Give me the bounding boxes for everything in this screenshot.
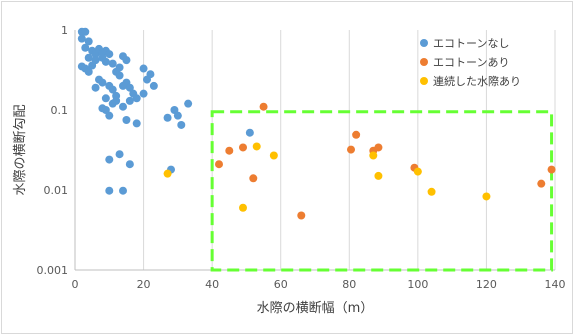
data-point	[98, 78, 107, 87]
y-tick-label: 0.001	[37, 264, 69, 277]
data-point	[115, 150, 124, 159]
data-point	[374, 143, 383, 152]
x-tick-label: 0	[72, 278, 79, 291]
data-point	[125, 160, 134, 169]
x-tick-label: 100	[407, 278, 428, 291]
data-point	[105, 111, 114, 120]
data-point	[101, 94, 110, 103]
data-point	[297, 211, 306, 220]
legend-marker	[420, 39, 428, 47]
data-point	[115, 63, 124, 72]
x-tick-label: 80	[342, 278, 356, 291]
data-point	[108, 59, 117, 68]
data-point	[239, 203, 247, 212]
data-point	[101, 57, 110, 66]
data-point	[269, 151, 278, 160]
data-point	[249, 174, 258, 183]
x-tick-label: 60	[274, 278, 288, 291]
data-point	[245, 128, 254, 137]
data-point	[177, 120, 186, 129]
data-point	[215, 160, 223, 169]
data-point	[537, 179, 546, 188]
data-point	[84, 53, 93, 62]
tick-labels: 0 20 40 60 80 100 120 140 0.001 0.01 0.1 1	[37, 24, 566, 291]
data-point	[84, 67, 93, 76]
x-axis-label: 水際の横断幅（m）	[257, 301, 374, 316]
data-point	[252, 142, 261, 151]
data-point	[239, 143, 247, 152]
data-point	[482, 192, 491, 201]
data-point	[427, 187, 436, 196]
data-point	[139, 89, 148, 98]
data-point	[77, 34, 86, 43]
data-point	[163, 113, 172, 122]
data-points	[77, 27, 556, 220]
data-point	[119, 102, 127, 111]
highlight-box	[210, 110, 554, 272]
data-point	[149, 81, 158, 90]
data-point	[91, 83, 100, 92]
data-point	[112, 96, 121, 105]
data-point	[173, 111, 182, 120]
y-tick-label: 0.01	[44, 184, 69, 197]
data-point	[184, 99, 193, 108]
data-point	[132, 94, 141, 103]
data-point	[122, 56, 131, 65]
x-tick-label: 140	[545, 278, 566, 291]
data-point	[115, 71, 124, 80]
data-point	[225, 146, 234, 155]
data-point	[139, 64, 148, 73]
data-point	[84, 37, 93, 46]
x-tick-label: 120	[476, 278, 497, 291]
data-point	[125, 83, 134, 92]
x-tick-label: 20	[137, 278, 151, 291]
data-point	[81, 43, 90, 52]
y-axis-label: 水際の横断勾配	[13, 104, 28, 195]
x-tick-label: 40	[205, 278, 219, 291]
data-point	[413, 167, 422, 176]
data-point	[81, 27, 90, 36]
data-point	[352, 130, 361, 139]
legend-label: エコトーンあり	[433, 56, 509, 69]
data-point	[146, 70, 155, 79]
data-point	[88, 61, 97, 70]
data-point	[119, 186, 127, 195]
y-tick-label: 1	[61, 24, 68, 37]
data-point	[105, 50, 114, 59]
data-point	[105, 186, 114, 195]
data-point	[108, 85, 117, 94]
data-point	[369, 151, 378, 160]
data-point	[547, 165, 556, 174]
data-point	[259, 102, 268, 111]
legend-label: 連続した水際あり	[433, 74, 521, 88]
data-point	[132, 119, 141, 128]
highlight-box-layer	[210, 110, 554, 272]
y-tick-label: 0.1	[51, 104, 69, 117]
data-point	[347, 145, 355, 154]
legend-label: エコトーンなし	[433, 37, 509, 50]
legend-marker	[420, 58, 428, 66]
data-point	[125, 96, 134, 105]
data-point	[163, 169, 172, 178]
legend-marker	[420, 77, 428, 85]
data-point	[105, 155, 114, 164]
data-point	[374, 171, 383, 180]
data-point	[122, 115, 131, 124]
